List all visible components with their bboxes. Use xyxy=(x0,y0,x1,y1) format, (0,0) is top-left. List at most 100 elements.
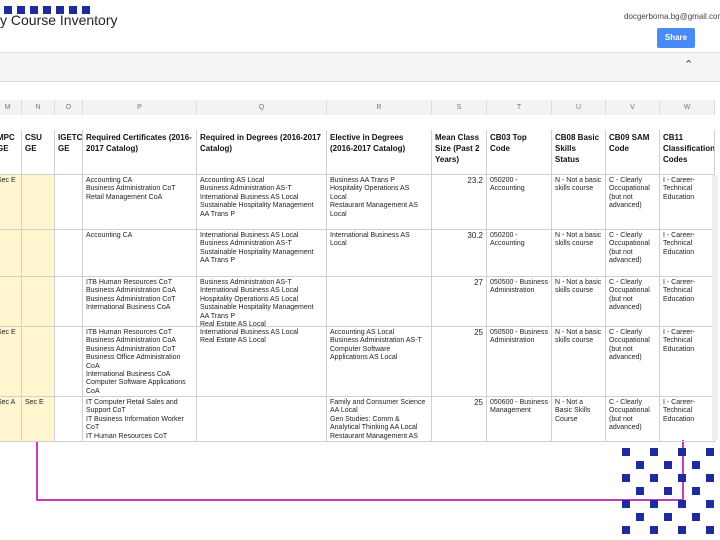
table-cell[interactable]: N - Not a basic skills course xyxy=(552,175,606,230)
table-cell[interactable]: C - Clearly Occupational (but not advanc… xyxy=(606,397,660,442)
decor-square xyxy=(622,526,630,534)
decor-square xyxy=(650,474,658,482)
table-cell[interactable]: I - Career-Technical Education xyxy=(660,230,715,277)
table-cell[interactable] xyxy=(197,397,327,442)
table-cell[interactable]: Business AA Trans P Hospitality Operatio… xyxy=(327,175,432,230)
header-cell[interactable]: CSU GE xyxy=(22,130,55,175)
table-cell[interactable]: N - Not a basic skills course xyxy=(552,230,606,277)
decor-square xyxy=(43,6,51,14)
table-cell[interactable]: 050200 - Accounting xyxy=(487,230,552,277)
column-letter[interactable]: P xyxy=(83,100,197,115)
frame-line xyxy=(36,440,684,501)
table-cell[interactable]: Accounting AS Local Business Administrat… xyxy=(327,327,432,397)
table-cell[interactable]: International Business AS Local Real Est… xyxy=(197,327,327,397)
table-cell[interactable]: Accounting AS Local Business Administrat… xyxy=(197,175,327,230)
table-cell[interactable]: I - Career-Technical Education xyxy=(660,327,715,397)
table-cell[interactable]: 050500 - Business Administration xyxy=(487,327,552,397)
table-cell[interactable]: Family and Consumer Science AA Local Gen… xyxy=(327,397,432,442)
table-cell[interactable]: C - Clearly Occupational (but not advanc… xyxy=(606,277,660,327)
decor-square xyxy=(69,6,77,14)
table-cell[interactable]: 050500 - Business Administration xyxy=(487,277,552,327)
table-cell[interactable]: Accounting CA Business Administration Co… xyxy=(83,175,197,230)
account-email[interactable]: docgerboma.bg@gmail.com xyxy=(624,12,720,21)
table-cell[interactable]: 25 xyxy=(432,397,487,442)
decor-square xyxy=(664,461,672,469)
table-cell[interactable]: 27 xyxy=(432,277,487,327)
table-cell[interactable] xyxy=(327,277,432,327)
collapse-icon[interactable]: ⌃ xyxy=(684,59,694,71)
column-letter[interactable]: U xyxy=(552,100,606,115)
table-cell[interactable]: 30.2 xyxy=(432,230,487,277)
column-letter[interactable]: V xyxy=(606,100,660,115)
decor-square xyxy=(664,487,672,495)
decor-square xyxy=(650,526,658,534)
table-cell[interactable]: N - Not a basic skills course xyxy=(552,277,606,327)
table-cell[interactable]: N - Not a basic skills course xyxy=(552,327,606,397)
table-cell[interactable]: 050200 - Accounting xyxy=(487,175,552,230)
header-cell[interactable]: CB11 Classification Codes xyxy=(660,130,715,175)
column-letter[interactable]: Q xyxy=(197,100,327,115)
decor-square xyxy=(706,474,714,482)
header-cell[interactable]: CB09 SAM Code xyxy=(606,130,660,175)
table-cell[interactable]: Sec E xyxy=(22,397,55,442)
table-cell[interactable]: ITB Human Resources CoT Business Adminis… xyxy=(83,277,197,327)
header-cell[interactable]: IGETC GE xyxy=(55,130,83,175)
table-cell[interactable]: Sec A xyxy=(0,397,22,442)
table-cell[interactable] xyxy=(22,327,55,397)
table-cell[interactable]: Sec E xyxy=(0,175,22,230)
table-cell[interactable] xyxy=(55,175,83,230)
table-cell[interactable]: International Business AS Local Business… xyxy=(197,230,327,277)
table-cell[interactable]: Accounting CA xyxy=(83,230,197,277)
column-letter[interactable]: T xyxy=(487,100,552,115)
header-cell[interactable]: Elective in Degrees (2016-2017 Catalog) xyxy=(327,130,432,175)
decor-square xyxy=(692,513,700,521)
header-cell[interactable]: CB08 Basic Skills Status xyxy=(552,130,606,175)
table-cell[interactable]: I - Career-Technical Education xyxy=(660,397,715,442)
table-cell[interactable] xyxy=(22,277,55,327)
table-cell[interactable]: International Business AS Local xyxy=(327,230,432,277)
header-cell[interactable]: Required in Degrees (2016-2017 Catalog) xyxy=(197,130,327,175)
table-cell[interactable]: 25 xyxy=(432,327,487,397)
table-cell[interactable] xyxy=(22,230,55,277)
table-cell[interactable] xyxy=(0,230,22,277)
table-cell[interactable]: C - Clearly Occupational (but not advanc… xyxy=(606,230,660,277)
share-button[interactable]: Share xyxy=(657,28,695,48)
table-cell[interactable]: I - Career-Technical Education xyxy=(660,277,715,327)
table-cell[interactable] xyxy=(0,277,22,327)
table-cell[interactable] xyxy=(22,175,55,230)
decor-square xyxy=(678,526,686,534)
column-letter[interactable]: O xyxy=(55,100,83,115)
table-cell[interactable] xyxy=(55,397,83,442)
table-cell[interactable]: Business Administration AS-T Internation… xyxy=(197,277,327,327)
table-cell[interactable] xyxy=(55,327,83,397)
star-icon[interactable]: ☆ xyxy=(90,12,103,28)
column-letter[interactable]: N xyxy=(22,100,55,115)
column-letter[interactable]: W xyxy=(660,100,715,115)
decor-square xyxy=(706,448,714,456)
scrollbar[interactable] xyxy=(712,175,718,440)
decor-square xyxy=(692,487,700,495)
column-letter[interactable]: S xyxy=(432,100,487,115)
table-cell[interactable]: C - Clearly Occupational (but not advanc… xyxy=(606,175,660,230)
table-cell[interactable]: ITB Human Resources CoT Business Adminis… xyxy=(83,327,197,397)
column-letter[interactable]: M xyxy=(0,100,22,115)
decor-square xyxy=(650,448,658,456)
header-cell[interactable]: Required Certificates (2016-2017 Catalog… xyxy=(83,130,197,175)
table-cell[interactable]: 23.2 xyxy=(432,175,487,230)
table-cell[interactable] xyxy=(55,230,83,277)
table-cell[interactable]: Sec E xyxy=(0,327,22,397)
decor-square xyxy=(82,6,90,14)
table-cell[interactable]: C - Clearly Occupational (but not advanc… xyxy=(606,327,660,397)
column-letter[interactable]: R xyxy=(327,100,432,115)
header-cell[interactable]: CB03 Top Code xyxy=(487,130,552,175)
decor-square xyxy=(664,513,672,521)
table-cell[interactable] xyxy=(55,277,83,327)
header-cell[interactable]: Mean Class Size (Past 2 Years) xyxy=(432,130,487,175)
table-cell[interactable]: IT Computer Retail Sales and Support CoT… xyxy=(83,397,197,442)
table-cell[interactable]: N - Not a Basic Skills Course xyxy=(552,397,606,442)
header-cell[interactable]: MPC GE xyxy=(0,130,22,175)
table-cell[interactable]: I - Career-Technical Education xyxy=(660,175,715,230)
table-cell[interactable]: 050600 - Business Management xyxy=(487,397,552,442)
